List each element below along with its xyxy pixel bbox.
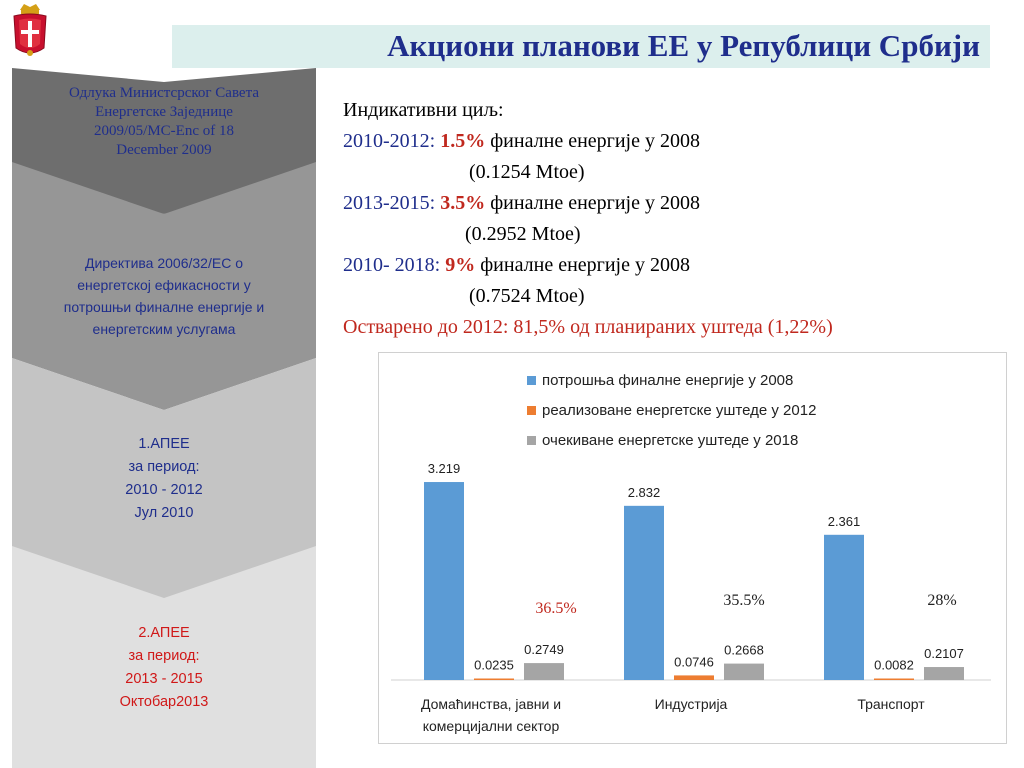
indicative-goals: Индикативни циљ: 2010-2012: 1.5% финалне… <box>343 95 833 343</box>
goal-text: финалне енергије у 2008 <box>485 192 700 214</box>
chevron-line: 2009/05/MC-Enc of 18 <box>94 123 234 139</box>
page-title: Акциони планови ЕЕ у Републици Србији <box>387 28 980 63</box>
chevron-line: потрошњи финалне енергије и <box>63 299 265 315</box>
bar-3 <box>524 663 564 680</box>
category-label: Индустрија <box>655 696 728 712</box>
chevron-line: за период: <box>128 648 200 664</box>
percent-annotation: 35.5% <box>723 592 764 609</box>
legend-item: реализоване енергетске уштеде у 2012 <box>527 395 816 425</box>
data-label: 0.0235 <box>474 658 514 673</box>
goal-text: финалне енергије у 2008 <box>485 130 700 152</box>
goal-percent: 9% <box>445 254 476 276</box>
goal-period: 2010-2012: <box>343 130 441 152</box>
chevron-line: Октобар2013 <box>119 694 209 710</box>
category-label: комерцијални сектор <box>423 718 560 734</box>
chevron-shape <box>12 68 316 214</box>
chevron-line: Директива 2006/32/ЕС о <box>85 255 243 271</box>
goal-percent: 3.5% <box>440 192 486 214</box>
chevron-line: Јул 2010 <box>134 505 194 521</box>
chevron-line: 2.АПЕЕ <box>138 625 190 641</box>
chevron-text-3: 1.АПЕЕ за период: 2010 - 2012 Јул 2010 <box>12 433 316 525</box>
legend-label: реализоване енергетске уштеде у 2012 <box>542 401 817 419</box>
chevron-line: 1.АПЕЕ <box>138 436 190 452</box>
legend-label: потрошња финалне енергије у 2008 <box>542 371 794 389</box>
goal-line-1: 2010-2012: 1.5% финалне енергије у 2008 <box>343 126 833 157</box>
legend-item: очекиване енергетске уштеде у 2018 <box>527 425 816 455</box>
chevron-step-1: Одлука Министсрског Савета Енергетске За… <box>12 68 316 214</box>
legend-swatch <box>527 375 536 385</box>
chevron-line: Енергетске Заједнице <box>95 104 233 120</box>
chevron-step-4: 2.АПЕЕ за период: 2013 - 2015 Октобар201… <box>12 546 316 768</box>
chevron-shape <box>12 358 316 604</box>
bar-3 <box>924 667 964 680</box>
chevron-line: 2010 - 2012 <box>125 482 203 498</box>
chart-legend: потрошња финалне енергије у 2008 реализо… <box>527 365 816 455</box>
goal-mtoe-2: (0.2952 Mtoe) <box>465 223 581 245</box>
goal-mtoe-3: (0.7524 Mtoe) <box>469 285 585 307</box>
chevron-line: 2013 - 2015 <box>125 671 203 687</box>
chevron-line: Одлука Министсрског Савета <box>69 85 259 101</box>
chevron-line: енергетској ефикасности у <box>77 277 251 293</box>
legend-swatch <box>527 405 536 415</box>
goals-heading: Индикативни циљ: <box>343 99 504 121</box>
bar-1 <box>624 505 664 680</box>
bar-2 <box>874 678 914 680</box>
goal-line-3: 2010- 2018: 9% финалне енергије у 2008 <box>343 250 833 281</box>
data-label: 0.2749 <box>524 642 564 657</box>
goal-period: 2013-2015: <box>343 192 441 214</box>
bar-2 <box>674 675 714 680</box>
savings-chart: потрошња финалне енергије у 2008 реализо… <box>378 352 1007 744</box>
chevron-shape <box>12 546 316 768</box>
data-label: 0.2668 <box>724 643 764 658</box>
bar-2 <box>474 678 514 680</box>
data-label: 2.832 <box>628 485 661 500</box>
data-label: 0.2107 <box>924 646 964 661</box>
percent-annotation: 28% <box>927 592 956 609</box>
serbian-coat-of-arms-icon <box>12 0 48 60</box>
chevron-text-1: Одлука Министсрског Савета Енергетске За… <box>12 84 316 160</box>
category-label: Транспорт <box>857 696 925 712</box>
bar-1 <box>824 534 864 680</box>
bar-1 <box>424 482 464 680</box>
achieved-text: Остварено до 2012: 81,5% од планираних у… <box>343 316 833 338</box>
data-label: 0.0082 <box>874 658 914 673</box>
category-label: Домаћинства, јавни и <box>421 696 561 712</box>
chevron-text-2: Директива 2006/32/ЕС о енергетској ефика… <box>12 252 316 340</box>
data-label: 0.0746 <box>674 654 714 669</box>
goal-period: 2010- 2018: <box>343 254 446 276</box>
chevron-step-3: 1.АПЕЕ за период: 2010 - 2012 Јул 2010 <box>12 358 316 604</box>
chevron-line: за период: <box>128 459 200 475</box>
legend-label: очекиване енергетске уштеде у 2018 <box>542 431 799 449</box>
chevron-line: енергетским услугама <box>92 321 236 337</box>
goal-text: финалне енергије у 2008 <box>475 254 690 276</box>
chart-plot: 3.219 0.0235 0.2749 Домаћинства, јавни и ком… <box>391 461 991 734</box>
title-bar: Акциони планови ЕЕ у Републици Србији <box>172 25 990 68</box>
goal-percent: 1.5% <box>440 130 486 152</box>
legend-item: потрошња финалне енергије у 2008 <box>527 365 816 395</box>
chevron-line: December 2009 <box>116 142 212 158</box>
chevron-step-2: Директива 2006/32/ЕС о енергетској ефика… <box>12 162 316 410</box>
percent-annotation: 36.5% <box>535 600 576 617</box>
goal-mtoe-1: (0.1254 Mtoe) <box>469 161 585 183</box>
bar-3 <box>724 663 764 680</box>
legend-swatch <box>527 435 536 445</box>
data-label: 2.361 <box>828 514 861 529</box>
data-label: 3.219 <box>428 461 461 476</box>
chevron-text-4: 2.АПЕЕ за период: 2013 - 2015 Октобар201… <box>12 622 316 714</box>
chevron-shape <box>12 162 316 410</box>
goal-line-2: 2013-2015: 3.5% финалне енергије у 2008 <box>343 188 833 219</box>
